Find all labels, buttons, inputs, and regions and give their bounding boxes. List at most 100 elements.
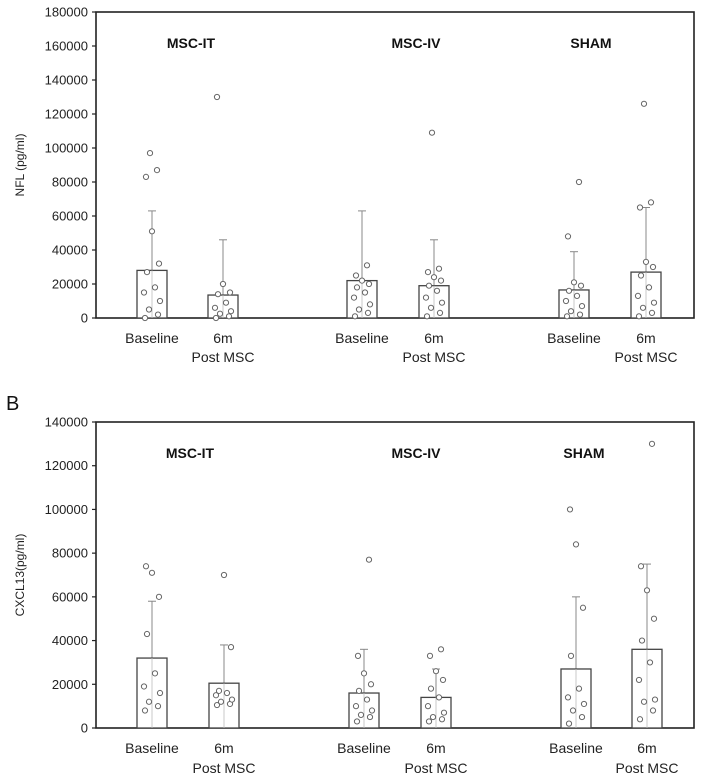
x-category-label: Baseline: [337, 740, 391, 756]
data-point: [567, 308, 575, 315]
data-point: [639, 304, 647, 311]
data-point: [570, 279, 578, 286]
y-tick-label: 80000: [52, 175, 88, 190]
data-point: [428, 129, 436, 136]
data-point: [435, 265, 443, 272]
plot-frame: [95, 421, 695, 729]
data-point: [216, 310, 224, 317]
y-tick-label: 40000: [52, 243, 88, 258]
data-point: [563, 313, 571, 320]
data-point: [222, 299, 230, 306]
data-point: [424, 703, 432, 710]
x-category-label: Baseline: [125, 330, 179, 346]
data-point: [156, 689, 164, 697]
y-tick-label: 120000: [45, 458, 88, 473]
data-point: [569, 707, 577, 714]
data-point: [435, 694, 443, 701]
data-point: [153, 167, 161, 174]
data-point: [155, 260, 163, 267]
data-point: [365, 556, 373, 563]
data-point: [226, 289, 234, 296]
data-point: [422, 294, 430, 301]
data-point: [142, 563, 150, 570]
y-tick-label: 60000: [52, 589, 88, 604]
x-category-label: 6m: [637, 740, 656, 756]
data-point: [423, 313, 431, 320]
data-point: [651, 696, 659, 703]
data-point: [564, 233, 572, 240]
x-category-label: Baseline: [125, 740, 179, 756]
data-point: [148, 228, 156, 235]
data-point: [151, 284, 159, 291]
data-point: [566, 506, 574, 513]
y-tick-label: 160000: [45, 39, 88, 54]
data-point: [567, 652, 575, 659]
data-point: [424, 269, 432, 276]
data-point: [564, 694, 572, 701]
y-tick-label: 20000: [52, 277, 88, 292]
data-point: [440, 709, 448, 716]
data-point: [438, 716, 446, 723]
y-tick-label: 40000: [52, 633, 88, 648]
data-point: [357, 711, 365, 718]
data-point: [650, 299, 658, 306]
data-point: [573, 292, 581, 299]
data-point: [146, 150, 154, 157]
data-point: [645, 284, 653, 291]
data-point: [143, 269, 151, 276]
y-axis-label: NFL (pg/ml): [13, 134, 27, 197]
data-point: [643, 587, 651, 594]
data-point: [432, 668, 440, 675]
x-category-sublabel: Post MSC: [402, 349, 465, 365]
data-point: [637, 272, 645, 279]
data-point: [360, 670, 368, 677]
data-point: [635, 313, 643, 320]
data-point: [647, 199, 655, 206]
data-point: [213, 701, 221, 709]
data-point: [368, 707, 376, 714]
data-point: [580, 700, 588, 708]
data-point: [650, 615, 658, 622]
group-label: MSC-IV: [392, 445, 442, 461]
data-point: [562, 297, 570, 305]
data-point: [141, 314, 149, 322]
data-point: [156, 297, 164, 305]
data-point: [439, 676, 447, 684]
group-label: MSC-IV: [392, 35, 442, 51]
data-point: [430, 274, 438, 281]
x-category-label: 6m: [424, 330, 443, 346]
x-category-sublabel: Post MSC: [615, 760, 678, 776]
data-point: [364, 309, 372, 316]
group-label: SHAM: [570, 35, 611, 51]
data-point: [363, 696, 371, 703]
x-category-label: 6m: [213, 330, 232, 346]
data-point: [361, 289, 369, 296]
data-point: [425, 282, 433, 289]
y-tick-label: 0: [81, 721, 88, 736]
x-category-label: Baseline: [547, 330, 601, 346]
data-point: [227, 644, 235, 651]
data-point: [220, 571, 228, 579]
data-point: [575, 685, 583, 692]
group-label: SHAM: [563, 445, 604, 461]
y-tick-label: 120000: [45, 107, 88, 122]
data-point: [353, 718, 361, 725]
data-point: [355, 306, 363, 313]
x-category-label: 6m: [214, 740, 233, 756]
data-point: [426, 652, 434, 659]
data-point: [211, 304, 219, 311]
data-point: [636, 204, 644, 211]
data-point: [223, 689, 231, 697]
data-point: [437, 646, 445, 653]
data-point: [635, 676, 643, 684]
data-point: [649, 263, 657, 271]
y-tick-label: 140000: [45, 415, 88, 430]
data-point: [145, 698, 153, 705]
data-point: [640, 698, 648, 705]
data-point: [219, 280, 227, 288]
data-point: [565, 720, 573, 727]
data-point: [648, 440, 656, 447]
data-point: [140, 683, 148, 690]
y-tick-label: 180000: [45, 5, 88, 20]
